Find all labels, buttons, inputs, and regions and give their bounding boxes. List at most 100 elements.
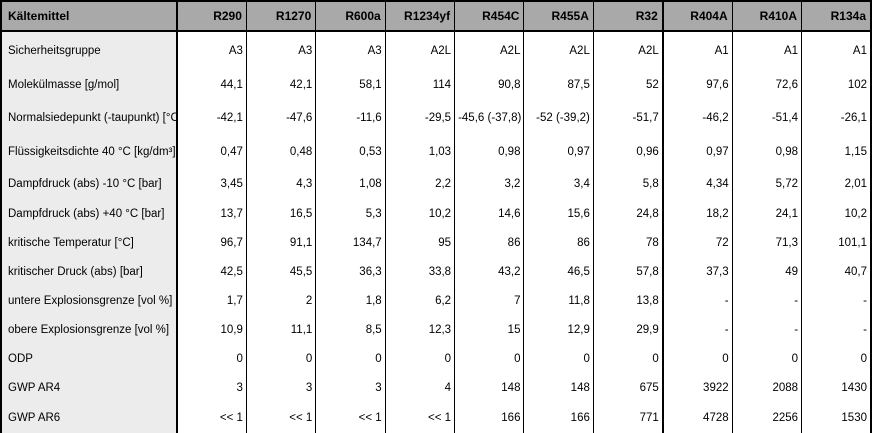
cell-r32: 29,9 bbox=[592, 315, 663, 344]
cell-r454c: 7 bbox=[454, 286, 524, 315]
cell-r410a: A1 bbox=[731, 31, 802, 69]
table-row: obere Explosionsgrenze [vol %] 10,9 11,1 8,… bbox=[1, 315, 871, 344]
cell-r1234yf: 6,2 bbox=[384, 286, 455, 315]
cell-r600a: 1,08 bbox=[315, 169, 386, 199]
cell-r290: 0,47 bbox=[176, 135, 247, 169]
column-header-r600a: R600a bbox=[315, 1, 386, 32]
cell-r134a: 40,7 bbox=[801, 257, 871, 286]
cell-r290: 96,7 bbox=[176, 228, 247, 257]
cell-r600a: 8,5 bbox=[315, 315, 386, 344]
cell-r134a: A1 bbox=[801, 31, 871, 69]
cell-r134a: - bbox=[801, 315, 871, 344]
row-label: GWP AR4 bbox=[1, 373, 179, 403]
cell-r1270: 4,3 bbox=[245, 169, 316, 199]
cell-r600a: 5,3 bbox=[315, 199, 386, 228]
cell-r410a: 71,3 bbox=[731, 228, 802, 257]
cell-r134a: 102 bbox=[801, 69, 871, 101]
cell-r404a: 97,6 bbox=[661, 69, 733, 101]
cell-r1234yf: 0 bbox=[384, 344, 455, 373]
row-label: kritischer Druck (abs) [bar] bbox=[1, 257, 179, 286]
cell-r600a: << 1 bbox=[315, 403, 386, 433]
column-header-r455a: R455A bbox=[523, 1, 594, 32]
cell-r1270: 91,1 bbox=[245, 228, 316, 257]
cell-r1234yf: 95 bbox=[384, 228, 455, 257]
cell-r454c: 14,6 bbox=[454, 199, 524, 228]
table-body: Sicherheitsgruppe A3 A3 A3 A2L A2L A2L A2L A1 A1 A… bbox=[1, 31, 871, 433]
cell-r454c: 86 bbox=[454, 228, 524, 257]
cell-r32: -51,7 bbox=[592, 101, 663, 135]
cell-r290: << 1 bbox=[176, 403, 247, 433]
cell-r455a: 87,5 bbox=[523, 69, 594, 101]
row-label: GWP AR6 bbox=[1, 403, 179, 433]
cell-r600a: 0 bbox=[315, 344, 386, 373]
row-label: Flüssigkeitsdichte 40 °C [kg/dm³] bbox=[1, 135, 179, 169]
cell-r455a: 12,9 bbox=[523, 315, 594, 344]
table-row: Dampfdruck (abs) +40 °C [bar] 13,7 16,5 5,3… bbox=[1, 199, 871, 228]
cell-r1234yf: 10,2 bbox=[384, 199, 455, 228]
cell-r290: 13,7 bbox=[176, 199, 247, 228]
cell-r454c: 166 bbox=[454, 403, 524, 433]
cell-r404a: 18,2 bbox=[661, 199, 733, 228]
table-row: Molekülmasse [g/mol] 44,1 42,1 58,1 114 90,8 8… bbox=[1, 69, 871, 101]
cell-r454c: 43,2 bbox=[454, 257, 524, 286]
cell-r134a: 10,2 bbox=[801, 199, 871, 228]
cell-r455a: 166 bbox=[523, 403, 594, 433]
column-header-r454c: R454C bbox=[454, 1, 524, 32]
cell-r600a: -11,6 bbox=[315, 101, 386, 135]
cell-r404a: 0,97 bbox=[661, 135, 733, 169]
cell-r1234yf: -29,5 bbox=[384, 101, 455, 135]
cell-r410a: 2088 bbox=[731, 373, 802, 403]
table-row: GWP AR6 << 1 << 1 << 1 << 1 166 166 771 4728 2256… bbox=[1, 403, 871, 433]
corner-header-kaeltemittel: Kältemittel bbox=[1, 1, 179, 32]
cell-r134a: - bbox=[801, 286, 871, 315]
cell-r1270: 2 bbox=[245, 286, 316, 315]
cell-r1270: 0 bbox=[245, 344, 316, 373]
cell-r455a: 15,6 bbox=[523, 199, 594, 228]
table-row: untere Explosionsgrenze [vol %] 1,7 2 1,8 6,… bbox=[1, 286, 871, 315]
cell-r134a: 101,1 bbox=[801, 228, 871, 257]
cell-r454c: A2L bbox=[454, 31, 524, 69]
table-row: Normalsiedepunkt (-taupunkt) [°C] -42,1 -4… bbox=[1, 101, 871, 135]
column-header-r134a: R134a bbox=[801, 1, 871, 32]
cell-r454c: 148 bbox=[454, 373, 524, 403]
cell-r290: -42,1 bbox=[176, 101, 247, 135]
cell-r290: A3 bbox=[176, 31, 247, 69]
cell-r1234yf: 2,2 bbox=[384, 169, 455, 199]
cell-r290: 0 bbox=[176, 344, 247, 373]
table-row: GWP AR4 3 3 3 4 148 148 675 3922 2088 1430 bbox=[1, 373, 871, 403]
cell-r1234yf: A2L bbox=[384, 31, 455, 69]
column-header-r1270: R1270 bbox=[245, 1, 316, 32]
cell-r454c: 0,98 bbox=[454, 135, 524, 169]
cell-r1270: 0,48 bbox=[245, 135, 316, 169]
cell-r290: 3,45 bbox=[176, 169, 247, 199]
table-row: Sicherheitsgruppe A3 A3 A3 A2L A2L A2L A2L A1 A1 A… bbox=[1, 31, 871, 69]
cell-r455a: 3,4 bbox=[523, 169, 594, 199]
row-label: Sicherheitsgruppe bbox=[1, 31, 179, 69]
cell-r410a: 2256 bbox=[731, 403, 802, 433]
header-row: Kältemittel R290 R1270 R600a R1234yf R454C R4… bbox=[1, 1, 871, 32]
cell-r1234yf: 1,03 bbox=[384, 135, 455, 169]
cell-r290: 42,5 bbox=[176, 257, 247, 286]
cell-r600a: 1,8 bbox=[315, 286, 386, 315]
cell-r404a: 72 bbox=[661, 228, 733, 257]
cell-r410a: 24,1 bbox=[731, 199, 802, 228]
cell-r410a: 72,6 bbox=[731, 69, 802, 101]
cell-r32: 24,8 bbox=[592, 199, 663, 228]
cell-r404a: 3922 bbox=[661, 373, 733, 403]
cell-r410a: -51,4 bbox=[731, 101, 802, 135]
cell-r32: 52 bbox=[592, 69, 663, 101]
column-header-r290: R290 bbox=[176, 1, 247, 32]
cell-r454c: -45,6 (-37,8) bbox=[454, 101, 524, 135]
cell-r600a: 3 bbox=[315, 373, 386, 403]
cell-r32: 675 bbox=[592, 373, 663, 403]
cell-r404a: - bbox=[661, 286, 733, 315]
cell-r134a: 1530 bbox=[801, 403, 871, 433]
cell-r290: 44,1 bbox=[176, 69, 247, 101]
row-label: Molekülmasse [g/mol] bbox=[1, 69, 179, 101]
cell-r32: 13,8 bbox=[592, 286, 663, 315]
row-label: kritische Temperatur [°C] bbox=[1, 228, 179, 257]
cell-r1234yf: 12,3 bbox=[384, 315, 455, 344]
cell-r32: 57,8 bbox=[592, 257, 663, 286]
cell-r404a: 4728 bbox=[661, 403, 733, 433]
